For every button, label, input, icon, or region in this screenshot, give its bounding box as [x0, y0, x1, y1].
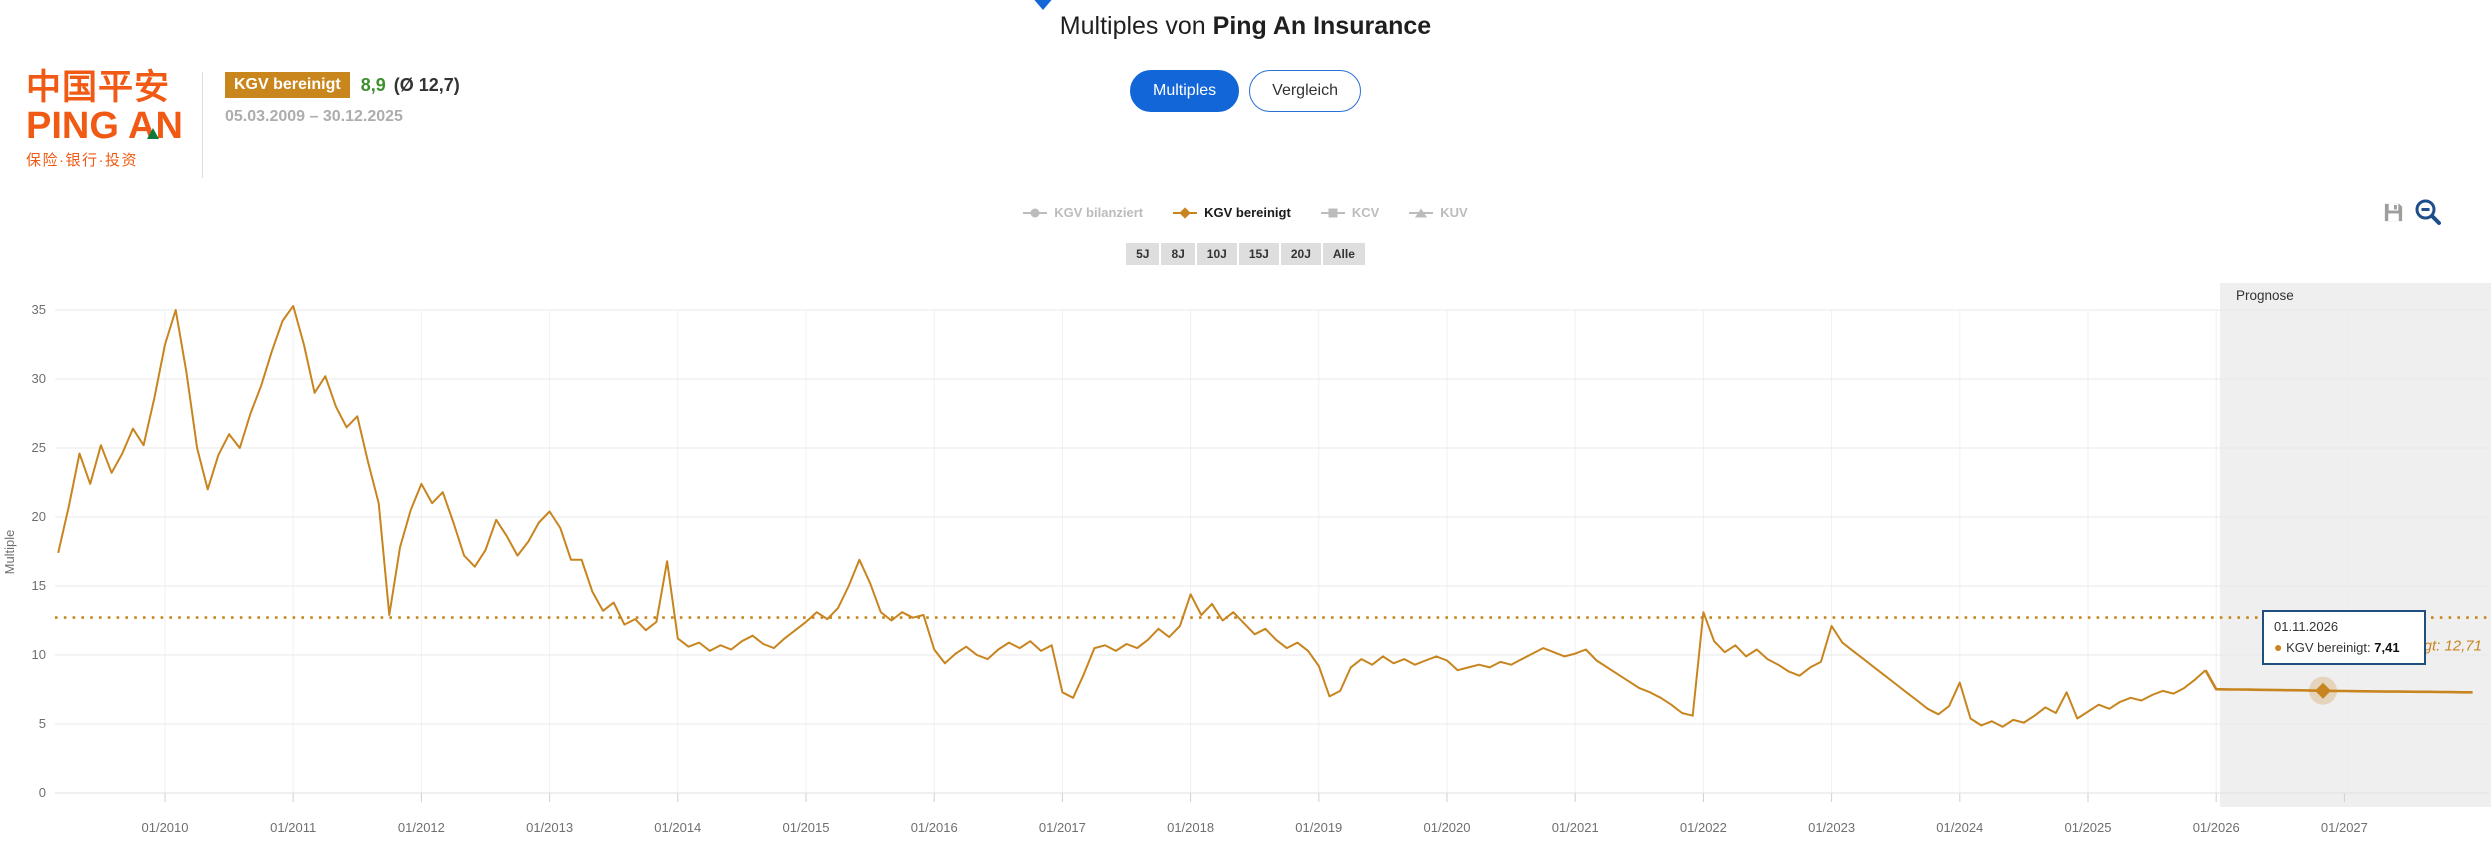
- chart-toolbar: [2382, 196, 2444, 228]
- y-tick-label: 15: [32, 578, 46, 593]
- x-tick-label: 01/2023: [1808, 820, 1855, 835]
- circle-marker-icon: [1023, 208, 1048, 217]
- tooltip-series: KGV bereinigt: [2286, 640, 2368, 655]
- save-icon[interactable]: [2382, 201, 2405, 224]
- legend-item-kuv[interactable]: KUV: [1409, 205, 1468, 220]
- marker-diamond-icon: [2315, 682, 2331, 699]
- logo-subtitle-text: 保险·银行·投资: [26, 151, 138, 169]
- x-tick-label: 01/2012: [398, 820, 445, 835]
- x-tick-label: 01/2013: [526, 820, 573, 835]
- range-button-10j[interactable]: 10J: [1196, 243, 1237, 265]
- pingan-logo: 中国平安 PING AN 保险·银行·投资: [26, 68, 194, 170]
- y-tick-label: 20: [32, 509, 46, 524]
- metric-badge[interactable]: KGV bereinigt: [225, 72, 350, 98]
- scroll-down-arrow-icon[interactable]: [1031, 0, 1055, 10]
- tab-multiples[interactable]: Multiples: [1130, 70, 1240, 112]
- tooltip-date: 01.11.2026: [2274, 619, 2339, 634]
- tooltip-value: 7,41: [2374, 640, 2400, 655]
- x-tick-label: 01/2018: [1167, 820, 1214, 835]
- legend-label: KUV: [1440, 205, 1468, 220]
- legend-label: KCV: [1351, 205, 1380, 220]
- y-tick-label: 0: [39, 785, 46, 800]
- metric-average-value: (Ø 12,7): [393, 74, 460, 95]
- x-tick-label: 01/2025: [2065, 820, 2112, 835]
- zoom-out-icon[interactable]: [2412, 196, 2444, 228]
- page-title-prefix: Multiples von: [1059, 12, 1213, 40]
- x-tick-label: 01/2010: [142, 820, 189, 835]
- x-tick-label: 01/2011: [270, 820, 316, 835]
- x-tick-label: 01/2014: [654, 820, 701, 835]
- metric-panel: KGV bereinigt 8,9 (Ø 12,7) 05.03.2009 – …: [225, 70, 460, 126]
- page-title: Multiples von Ping An Insurance: [0, 12, 2491, 41]
- page-title-company: Ping An Insurance: [1212, 12, 1432, 40]
- y-tick-label: 10: [32, 647, 46, 662]
- x-tick-label: 01/2021: [1552, 820, 1599, 835]
- legend-item-kcv[interactable]: KCV: [1320, 205, 1380, 220]
- logo-chinese-text: 中国平安: [26, 68, 171, 107]
- y-tick-label: 30: [32, 371, 46, 386]
- metric-current-value: 8,9: [360, 74, 386, 95]
- chart-legend: KGV bilanziert KGV bereinigt KCV KUV: [0, 205, 2491, 220]
- legend-item-kgv-bereinigt[interactable]: KGV bereinigt: [1173, 205, 1291, 220]
- range-button-alle[interactable]: Alle: [1322, 243, 1365, 265]
- forecast-region-label: Prognose: [2236, 288, 2294, 303]
- x-tick-label: 01/2020: [1424, 820, 1471, 835]
- legend-label: KGV bilanziert: [1054, 205, 1144, 220]
- triangle-marker-icon: [1409, 208, 1434, 217]
- y-tick-label: 5: [39, 716, 46, 731]
- x-axis: 01/2010 01/2011 01/2012 01/2013 01/2014 01/20…: [142, 310, 2368, 835]
- range-buttons: 5J 8J 10J 15J 20J Alle: [0, 243, 2491, 265]
- x-tick-label: 01/2022: [1680, 820, 1727, 835]
- x-tick-label: 01/2016: [911, 820, 958, 835]
- kgv-bereinigt-line: [57, 304, 2207, 728]
- x-tick-label: 01/2017: [1039, 820, 1086, 835]
- x-tick-label: 01/2027: [2321, 820, 2368, 835]
- range-button-15j[interactable]: 15J: [1238, 243, 1279, 265]
- y-axis-title: Multiple: [2, 530, 17, 575]
- tab-vergleich[interactable]: Vergleich: [1249, 70, 1361, 112]
- logo-green-triangle-icon: [147, 128, 159, 139]
- logo-latin-text: PING AN: [26, 104, 183, 147]
- x-tick-label: 01/2026: [2193, 820, 2240, 835]
- legend-label: KGV bereinigt: [1204, 205, 1291, 220]
- company-panel: 中国平安 PING AN 保险·银行·投资 KGV bereinigt 8,9 …: [26, 68, 460, 178]
- y-axis: 0 5 10 15 20 25 30 35 Multiple: [2, 302, 2489, 800]
- date-range: 05.03.2009 – 30.12.2025: [225, 108, 403, 125]
- vertical-divider: [202, 72, 203, 178]
- y-tick-label: 25: [32, 440, 46, 455]
- range-button-5j[interactable]: 5J: [1126, 243, 1160, 265]
- range-button-8j[interactable]: 8J: [1161, 243, 1195, 265]
- y-tick-label: 35: [32, 302, 46, 317]
- view-tabs: Multiples Vergleich: [0, 70, 2491, 112]
- legend-item-kgv-bilanziert[interactable]: KGV bilanziert: [1023, 205, 1143, 220]
- x-tick-label: 01/2015: [783, 820, 830, 835]
- diamond-marker-icon: [1173, 206, 1198, 219]
- chart-tooltip: 01.11.2026 ● KGV bereinigt: 7,41: [2262, 610, 2426, 665]
- x-tick-label: 01/2024: [1936, 820, 1983, 835]
- x-tick-label: 01/2019: [1295, 820, 1342, 835]
- tooltip-value-line: ● KGV bereinigt: 7,41: [2274, 639, 2400, 655]
- forecast-region: [2220, 283, 2491, 807]
- kgv-bereinigt-forecast-line: [2204, 669, 2473, 694]
- range-button-20j[interactable]: 20J: [1280, 243, 1321, 265]
- square-marker-icon: [1320, 208, 1345, 217]
